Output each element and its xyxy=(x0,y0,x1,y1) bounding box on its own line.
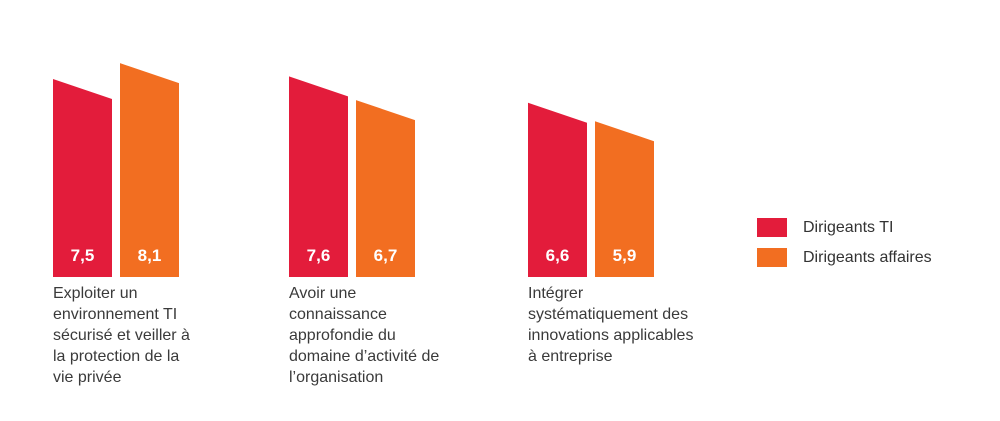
legend-label-dirigeants-affaires: Dirigeants affaires xyxy=(803,248,932,266)
category-line: connaissance xyxy=(289,306,387,323)
category-line: domaine d’activité de xyxy=(289,348,440,365)
bar-dirigeants-ti-group2 xyxy=(289,76,348,277)
category-line: vie privée xyxy=(53,369,122,386)
bar-dirigeants-ti-group3 xyxy=(528,102,587,277)
category-line: Intégrer xyxy=(528,285,584,302)
bar-value-dirigeants-affaires-group1: 8,1 xyxy=(138,246,162,265)
bar-dirigeants-affaires-group2 xyxy=(356,100,415,278)
bar-value-dirigeants-ti-group2: 7,6 xyxy=(307,246,331,265)
legend-swatch-dirigeants-affaires xyxy=(757,248,787,267)
bar-dirigeants-affaires-group1 xyxy=(120,63,179,277)
category-line: systématiquement des xyxy=(528,306,689,323)
category-label-connaissance-domaine: Avoir une connaissance approfondie du do… xyxy=(289,283,489,388)
legend-item-dirigeants-affaires: Dirigeants affaires xyxy=(757,248,932,267)
category-line: approfondie du xyxy=(289,327,396,344)
bar-value-dirigeants-ti-group3: 6,6 xyxy=(546,246,570,265)
bar-dirigeants-ti-group1 xyxy=(53,79,112,277)
category-line: sécurisé et veiller à xyxy=(53,327,190,344)
category-line: innovations applicables xyxy=(528,327,694,344)
category-line: à entreprise xyxy=(528,348,613,365)
category-line: Exploiter un xyxy=(53,285,138,302)
legend-label-dirigeants-ti: Dirigeants TI xyxy=(803,218,894,236)
bar-value-dirigeants-affaires-group2: 6,7 xyxy=(374,246,398,265)
category-line: la protection de la xyxy=(53,348,180,365)
bar-dirigeants-affaires-group3 xyxy=(595,121,654,278)
category-label-environnement-ti-securise: Exploiter un environnement TI sécurisé e… xyxy=(53,283,228,388)
category-label-integrer-innovations: Intégrer systématiquement des innovation… xyxy=(528,283,743,367)
bar-value-dirigeants-affaires-group3: 5,9 xyxy=(613,246,637,265)
category-line: l’organisation xyxy=(289,369,384,386)
category-line: environnement TI xyxy=(53,306,178,323)
bar-value-dirigeants-ti-group1: 7,5 xyxy=(71,246,95,265)
category-line: Avoir une xyxy=(289,285,357,302)
legend-item-dirigeants-ti: Dirigeants TI xyxy=(757,218,932,237)
legend: Dirigeants TI Dirigeants affaires xyxy=(757,218,932,278)
legend-swatch-dirigeants-ti xyxy=(757,218,787,237)
